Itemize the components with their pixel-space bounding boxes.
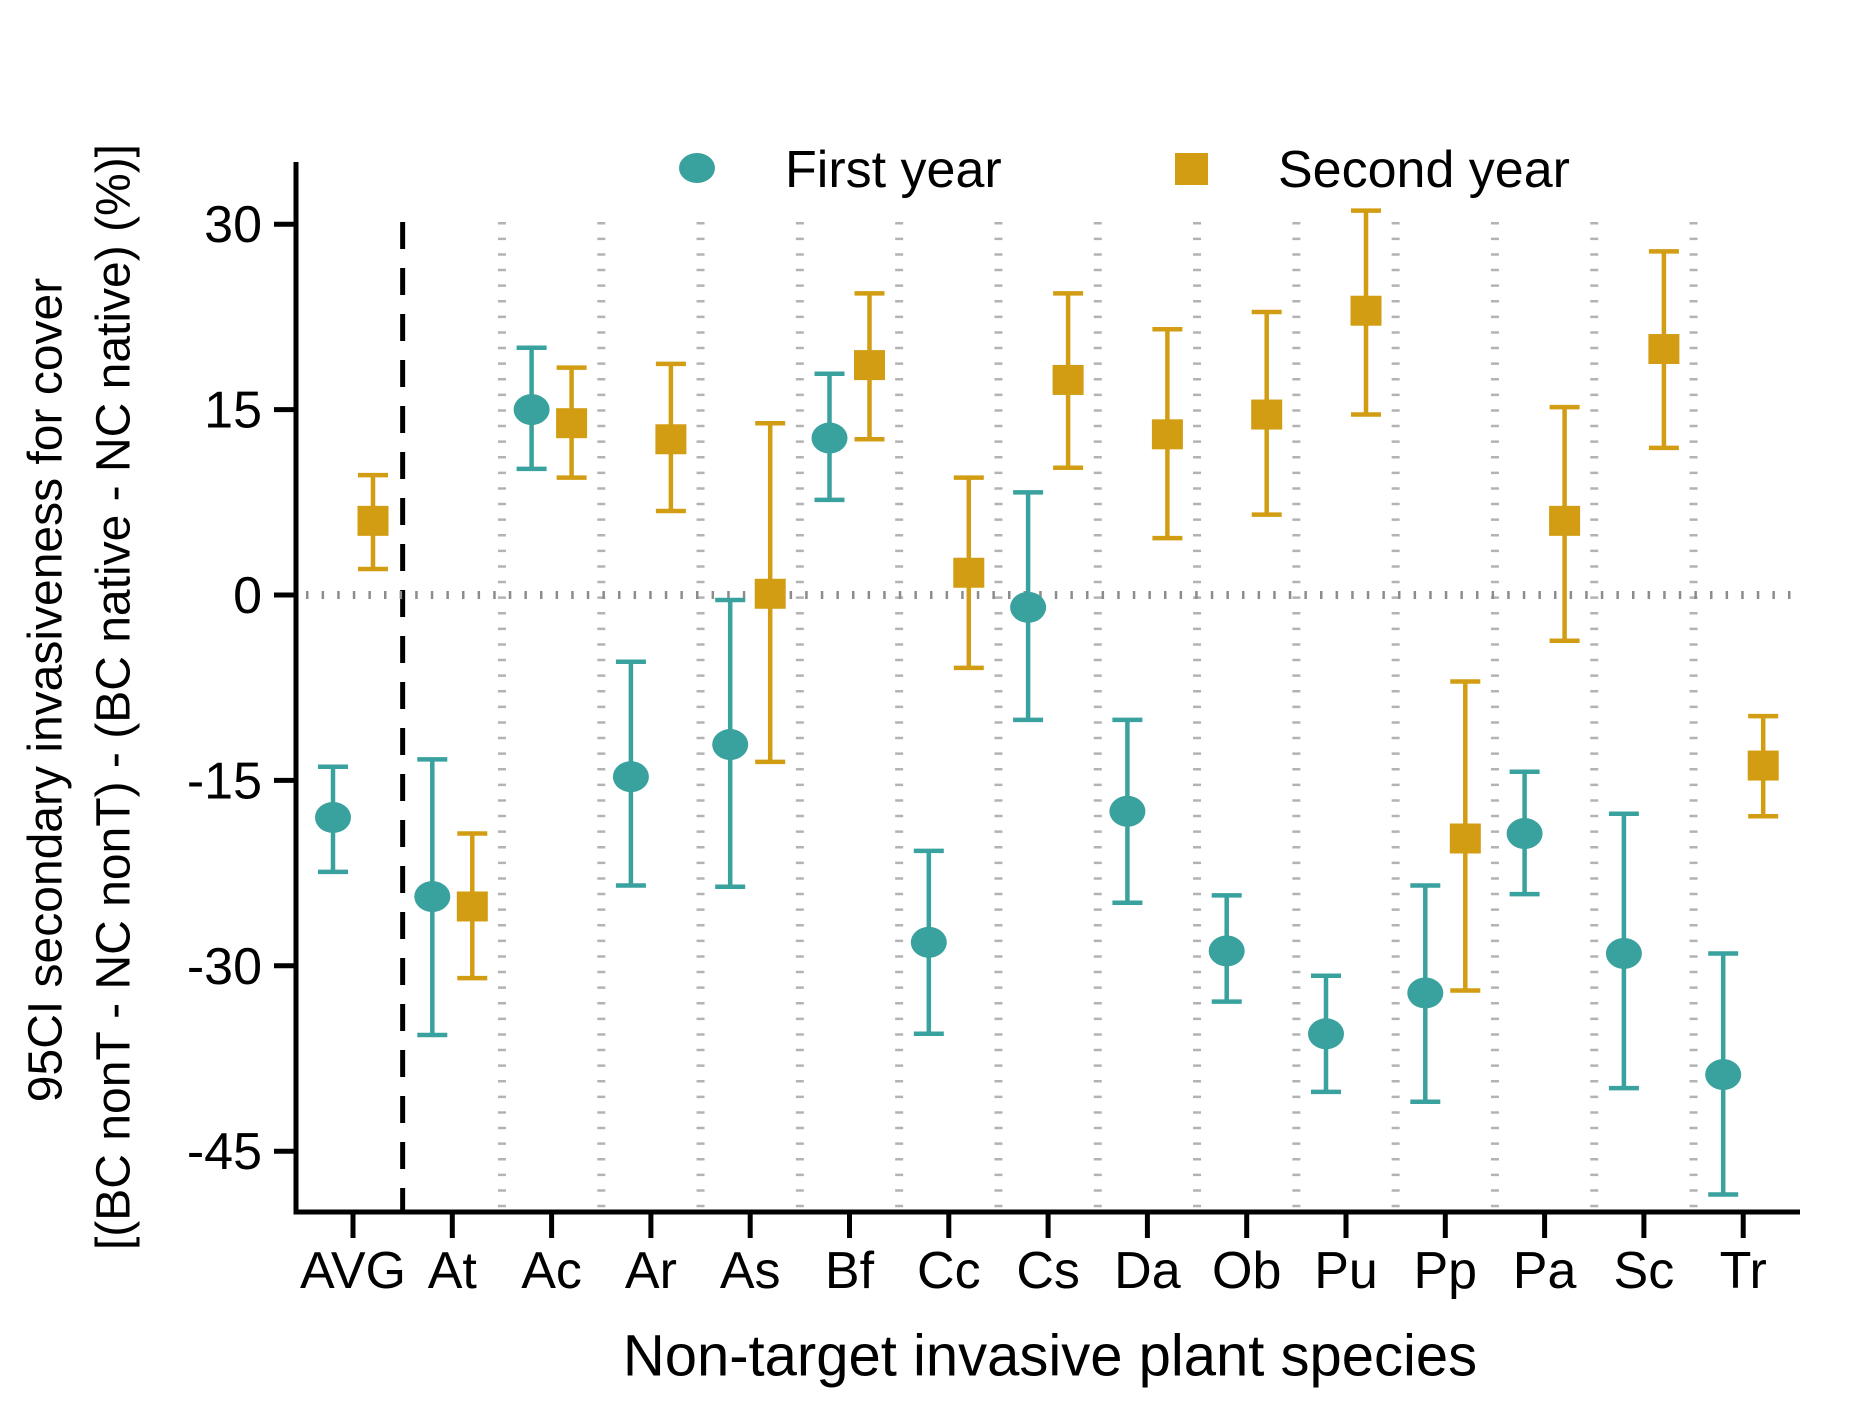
- svg-text:Ar: Ar: [625, 1242, 677, 1300]
- first-year-circle-marker: [679, 153, 715, 183]
- svg-text:Sc: Sc: [1614, 1242, 1675, 1300]
- svg-text:-30: -30: [187, 938, 262, 996]
- svg-text:Bf: Bf: [825, 1242, 875, 1300]
- y-axis-title-line-2: [(BC nonT - NC nonT) - (BC native - NC n…: [87, 143, 141, 1251]
- second-year-square-marker: [1175, 153, 1208, 185]
- svg-text:AVG: AVG: [300, 1242, 406, 1300]
- svg-text:At: At: [428, 1242, 478, 1300]
- svg-text:Cc: Cc: [917, 1242, 981, 1300]
- svg-text:Pp: Pp: [1413, 1242, 1477, 1300]
- svg-text:Ac: Ac: [521, 1242, 582, 1300]
- svg-text:Ob: Ob: [1212, 1242, 1281, 1300]
- x-axis-title: Non-target invasive plant species: [622, 1323, 1478, 1389]
- svg-text:As: As: [720, 1242, 781, 1300]
- svg-text:Da: Da: [1114, 1242, 1181, 1300]
- svg-text:-15: -15: [187, 752, 262, 810]
- svg-text:15: 15: [204, 382, 262, 440]
- legend-label-second-year: Second year: [1278, 141, 1570, 199]
- svg-text:-45: -45: [187, 1123, 262, 1181]
- legend-label-first-year: First year: [785, 141, 1002, 199]
- svg-text:Tr: Tr: [1720, 1242, 1767, 1300]
- svg-text:30: 30: [204, 196, 262, 254]
- svg-text:Cs: Cs: [1016, 1242, 1080, 1300]
- svg-text:0: 0: [233, 567, 262, 625]
- svg-text:Pu: Pu: [1314, 1242, 1378, 1300]
- y-axis-title-line-1: 95CI secondary invasiveness for cover: [19, 277, 73, 1103]
- svg-text:Pa: Pa: [1513, 1242, 1577, 1300]
